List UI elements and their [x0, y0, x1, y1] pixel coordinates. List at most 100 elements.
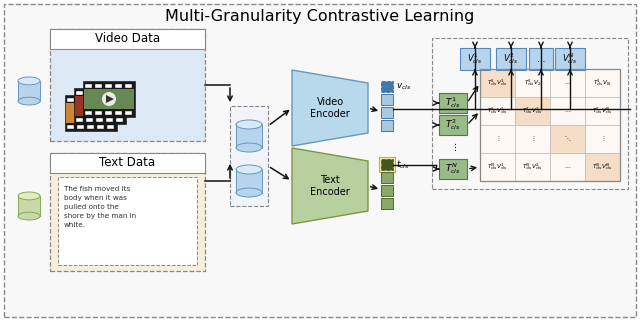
Ellipse shape [236, 120, 262, 129]
Bar [480, 125, 515, 153]
Bar [381, 120, 393, 131]
Bar [480, 69, 620, 181]
Bar [77, 125, 84, 129]
Bar [515, 97, 550, 125]
Text: $\vdots$: $\vdots$ [495, 135, 500, 143]
Bar [18, 196, 40, 216]
Ellipse shape [18, 77, 40, 85]
Bar [77, 98, 84, 102]
Polygon shape [106, 95, 114, 103]
Text: $\cdots$: $\cdots$ [564, 81, 571, 85]
Text: $T^1_{cls}V^1_{cls}$: $T^1_{cls}V^1_{cls}$ [487, 78, 508, 88]
Bar [50, 153, 205, 271]
Bar [585, 69, 620, 97]
Text: The fish moved its
body when it was
pulled onto the
shore by the man in
white.: The fish moved its body when it was pull… [64, 186, 136, 228]
Bar [67, 125, 74, 129]
Bar [67, 98, 74, 102]
Bar [496, 48, 526, 70]
Text: $\vdots$: $\vdots$ [449, 141, 456, 153]
Bar [50, 29, 205, 141]
Bar [555, 48, 585, 70]
Bar [85, 84, 92, 88]
Ellipse shape [18, 192, 40, 200]
Ellipse shape [18, 212, 40, 220]
Text: $T^N_{cls}V^N_{cls}$: $T^N_{cls}V^N_{cls}$ [592, 161, 613, 172]
Bar [529, 48, 553, 70]
Ellipse shape [236, 143, 262, 152]
Ellipse shape [236, 188, 262, 197]
Text: $T^2_{cls}V^2_{cls}$: $T^2_{cls}V^2_{cls}$ [522, 106, 543, 117]
Bar [85, 111, 92, 115]
Text: $\ddots$: $\ddots$ [564, 135, 571, 143]
Text: $T^2_{cls}V^1_{cls}$: $T^2_{cls}V^1_{cls}$ [487, 106, 508, 117]
Text: $T^N_{cls}$: $T^N_{cls}$ [445, 161, 461, 177]
Bar [480, 69, 515, 97]
Bar [105, 84, 112, 88]
Text: $V^2_{cls}$: $V^2_{cls}$ [503, 52, 519, 66]
Bar [87, 125, 94, 129]
Text: $\vdots$: $\vdots$ [600, 135, 605, 143]
Bar [96, 118, 103, 122]
Bar [381, 172, 393, 183]
Bar [76, 118, 83, 122]
Bar [75, 96, 125, 116]
Bar [105, 111, 112, 115]
Text: $\cdots$: $\cdots$ [564, 164, 571, 169]
Bar [86, 91, 93, 95]
Text: $T^2_{cls}V^N_{cls}$: $T^2_{cls}V^N_{cls}$ [592, 106, 613, 117]
Bar [515, 153, 550, 181]
Text: $T^1_{cls}V_2$: $T^1_{cls}V_2$ [524, 78, 541, 88]
Bar [439, 93, 467, 113]
Bar [66, 103, 116, 123]
Text: $v_{cls}$: $v_{cls}$ [396, 81, 412, 92]
Bar [381, 198, 393, 209]
Text: $\cdots$: $\cdots$ [564, 108, 571, 114]
Bar [585, 97, 620, 125]
Bar [107, 98, 114, 102]
Bar [585, 153, 620, 181]
Bar [74, 88, 126, 124]
Text: $V^1_{cls}$: $V^1_{cls}$ [467, 52, 483, 66]
Bar [432, 38, 628, 189]
Polygon shape [292, 70, 368, 146]
Bar [76, 91, 83, 95]
Text: $T^2_{cls}$: $T^2_{cls}$ [445, 117, 461, 133]
Bar [236, 125, 262, 148]
Ellipse shape [18, 97, 40, 105]
Bar [439, 159, 467, 179]
Text: Video Data: Video Data [95, 32, 160, 46]
Bar [115, 84, 122, 88]
Text: $T^1_{cls}$: $T^1_{cls}$ [445, 96, 461, 110]
Bar [480, 153, 515, 181]
Text: $t_{cls}$: $t_{cls}$ [396, 158, 410, 171]
Bar [106, 118, 113, 122]
Bar [381, 185, 393, 196]
Circle shape [102, 92, 116, 106]
Bar [115, 111, 122, 115]
Bar [460, 48, 490, 70]
Bar [515, 125, 550, 153]
Text: $V^N_{cls}$: $V^N_{cls}$ [563, 52, 578, 66]
Bar [550, 125, 585, 153]
Bar [50, 29, 205, 49]
Text: Text
Encoder: Text Encoder [310, 175, 350, 197]
Bar [97, 125, 104, 129]
Bar [87, 98, 94, 102]
Text: $\cdots$: $\cdots$ [536, 55, 546, 64]
Bar [107, 125, 114, 129]
Bar [86, 118, 93, 122]
Bar [84, 89, 134, 109]
Bar [550, 69, 585, 97]
Polygon shape [292, 148, 368, 224]
Bar [65, 95, 117, 131]
Bar [381, 107, 393, 118]
Bar [381, 159, 393, 170]
Bar [230, 106, 268, 206]
Bar [585, 125, 620, 153]
Bar [96, 91, 103, 95]
Text: $\vdots$: $\vdots$ [530, 135, 535, 143]
Text: $T^N_{cls}V^2_{cls}$: $T^N_{cls}V^2_{cls}$ [522, 161, 543, 172]
Bar [550, 153, 585, 181]
Bar [58, 177, 197, 265]
Bar [381, 94, 393, 105]
